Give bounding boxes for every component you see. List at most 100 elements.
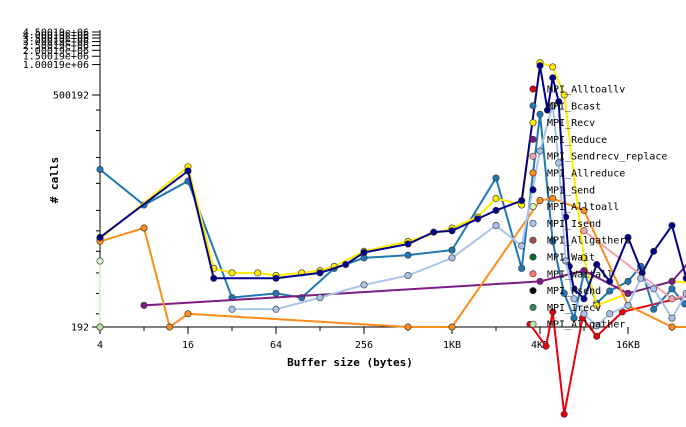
plot-area (96, 59, 686, 418)
series-line (143, 264, 686, 307)
data-point (184, 167, 192, 175)
legend-label: MPI_Alltoallv (547, 85, 625, 96)
data-point (560, 410, 568, 418)
data-point (555, 98, 563, 106)
legend-marker (529, 203, 537, 211)
data-point (316, 294, 324, 302)
data-point (580, 254, 588, 262)
data-point (668, 314, 676, 322)
data-point (448, 323, 456, 331)
data-point (593, 260, 601, 268)
data-point (542, 342, 550, 350)
data-point (668, 222, 676, 230)
data-point (650, 305, 658, 313)
legend-label: MPI_Wait (547, 253, 595, 264)
data-point (580, 206, 588, 214)
legend-marker (529, 135, 537, 143)
data-point (492, 222, 500, 230)
data-point (682, 289, 686, 297)
legend-label: MPI_Irecv (547, 303, 601, 314)
legend-marker (529, 119, 537, 127)
data-point (580, 295, 588, 303)
y-tick-label: 500192 (53, 91, 89, 102)
legend-label: MPI_Rsend (547, 286, 601, 297)
data-point (637, 274, 645, 282)
data-point (606, 310, 614, 318)
y-tick-label: 4.50019e+06 (23, 28, 89, 39)
data-point (492, 206, 500, 214)
data-point (536, 197, 544, 205)
legend: MPI_Alltoallv MPI_Bcast MPI_Recv MPI_Reduce… (529, 85, 667, 331)
legend-marker (529, 219, 537, 227)
series-line (99, 65, 686, 301)
data-point (228, 305, 236, 313)
series-line (99, 197, 686, 329)
data-point (492, 174, 500, 182)
data-point (360, 281, 368, 289)
data-point (593, 301, 601, 309)
data-point (536, 110, 544, 118)
data-point (562, 257, 570, 265)
data-point (606, 277, 614, 285)
data-point (580, 267, 588, 275)
x-tick-label: 256 (355, 340, 373, 351)
y-tick-label: 192 (71, 323, 89, 334)
series-mpi-isend (228, 102, 686, 330)
data-point (228, 269, 236, 277)
y-tick-label: 1.50019e+06 (23, 52, 89, 63)
data-point (668, 295, 676, 303)
y-axis-label: # calls (48, 157, 61, 203)
legend-label: MPI_Isend (547, 219, 601, 230)
data-point (272, 274, 280, 282)
legend-label: MPI_Bcast (547, 101, 601, 112)
data-point (681, 300, 686, 308)
y-tick-label: 3.00019e+06 (23, 37, 89, 48)
x-axis-ticks: 416642561KB4KB16KB64KB256KB1MB4MB16MB (97, 327, 673, 351)
series-mpi-allgather (96, 323, 104, 331)
data-point (624, 277, 632, 285)
data-point (570, 314, 578, 322)
data-point (404, 251, 412, 259)
series-mpi-reduce (140, 264, 686, 309)
data-point (184, 310, 192, 318)
y-tick-label: 3.50019e+06 (23, 34, 89, 45)
x-tick-label: 4KB (531, 340, 549, 351)
data-point (518, 197, 526, 205)
data-point (96, 323, 104, 331)
y-tick-label: 2.50019e+06 (23, 41, 89, 52)
legend-marker (529, 152, 537, 160)
data-point (549, 237, 557, 245)
data-point (668, 285, 676, 293)
data-point (560, 91, 568, 99)
data-point (555, 159, 563, 167)
x-tick-label: 16KB (616, 340, 640, 351)
legend-label: MPI_Allreduce (547, 169, 625, 180)
legend-label: MPI_Waitall (547, 269, 613, 280)
legend-label: MPI_Allgather (547, 320, 625, 331)
data-point (448, 227, 456, 235)
legend-marker (529, 270, 537, 278)
data-point (549, 63, 557, 71)
data-point (518, 264, 526, 272)
legend-label: MPI_Recv (547, 118, 595, 129)
data-point (606, 287, 614, 295)
data-point (272, 305, 280, 313)
legend-marker (529, 85, 537, 93)
data-point (668, 277, 676, 285)
data-point (518, 242, 526, 250)
y-tick-label: 2.00019e+06 (23, 46, 89, 57)
data-point (549, 308, 557, 316)
legend-label: MPI_Reduce (547, 135, 607, 146)
data-point (624, 289, 632, 297)
data-point (536, 277, 544, 285)
data-point (536, 62, 544, 70)
data-point (492, 194, 500, 202)
data-point (404, 323, 412, 331)
data-point (560, 289, 568, 297)
data-point (404, 240, 412, 248)
data-point (140, 301, 148, 309)
data-point (536, 147, 544, 155)
legend-label: MPI_Sendrecv_replace (547, 152, 667, 163)
legend-marker (529, 236, 537, 244)
